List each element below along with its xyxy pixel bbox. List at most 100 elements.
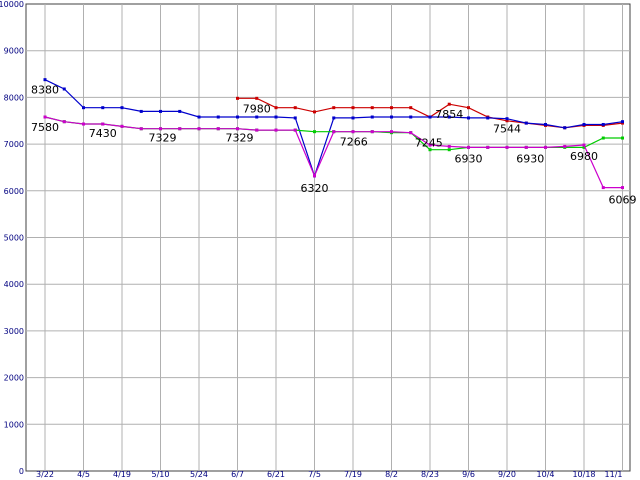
y-tick-label: 8000	[4, 93, 24, 102]
y-tick-label: 1000	[4, 420, 24, 429]
data-point	[62, 120, 66, 124]
data-label: 7544	[493, 123, 521, 136]
data-point	[101, 106, 105, 110]
data-point	[178, 127, 182, 131]
data-point	[313, 130, 316, 134]
x-tick-label: 3/22	[36, 470, 54, 479]
y-tick-label: 5000	[4, 234, 24, 243]
data-point	[332, 116, 336, 120]
data-point	[255, 96, 259, 100]
data-point	[236, 127, 239, 131]
data-point	[313, 174, 316, 178]
y-tick-label: 6000	[4, 187, 24, 196]
grid-lines	[26, 4, 630, 471]
data-point	[524, 121, 528, 125]
x-tick-label: 11/1	[605, 470, 623, 479]
data-point	[62, 87, 66, 91]
data-point	[621, 186, 624, 190]
data-point	[351, 106, 355, 110]
data-point	[467, 116, 470, 120]
data-label: 8380	[31, 84, 59, 97]
data-point	[332, 130, 336, 134]
data-point	[159, 127, 162, 131]
y-tick-label: 7000	[4, 140, 24, 149]
data-point	[544, 122, 547, 126]
x-axis-ticks: 3/22 4/5 4/19 5/10 5/24 6/7 6/21 7/5 7/19 8/2 8/23…	[36, 470, 622, 479]
data-point	[120, 106, 124, 110]
y-tick-label: 9000	[4, 47, 24, 56]
data-point	[409, 131, 413, 135]
data-point	[505, 117, 509, 121]
y-tick-label: 2000	[4, 374, 24, 383]
data-point	[274, 115, 278, 119]
data-point	[293, 106, 297, 110]
x-tick-label: 9/20	[498, 470, 516, 479]
x-tick-label: 8/23	[421, 470, 439, 479]
x-tick-label: 4/5	[77, 470, 90, 479]
y-tick-label: 0	[19, 467, 24, 476]
x-tick-label: 5/10	[152, 470, 170, 479]
data-point	[255, 128, 259, 132]
data-point	[409, 106, 413, 110]
data-point	[274, 128, 278, 132]
data-point	[447, 148, 451, 152]
data-point	[197, 127, 201, 131]
data-point	[428, 148, 432, 152]
data-point	[370, 115, 374, 119]
data-point	[370, 130, 374, 134]
data-point	[621, 136, 624, 140]
data-label: 7580	[31, 121, 59, 134]
data-point	[582, 122, 586, 126]
data-label: 7430	[89, 127, 117, 140]
data-point	[82, 122, 85, 126]
data-point	[390, 130, 393, 134]
data-point	[428, 115, 432, 119]
data-point	[313, 110, 316, 114]
y-tick-label: 10000	[0, 0, 24, 9]
y-tick-label: 4000	[4, 280, 24, 289]
data-labels: 8380 7580 7430 7329 7329 7980 6320 7266 7245 7854…	[31, 84, 637, 207]
data-point	[467, 145, 470, 149]
data-point	[43, 78, 47, 82]
data-point	[409, 115, 413, 119]
data-point	[178, 109, 182, 113]
x-tick-label: 7/19	[344, 470, 362, 479]
series-lines	[43, 78, 624, 190]
y-tick-label: 3000	[4, 327, 24, 336]
data-point	[332, 106, 336, 110]
data-point	[293, 128, 297, 132]
data-point	[159, 109, 162, 113]
data-point	[563, 144, 567, 148]
data-point	[274, 106, 278, 110]
data-point	[428, 143, 432, 147]
data-label: 6980	[570, 150, 598, 163]
x-tick-label: 5/24	[190, 470, 208, 479]
data-point	[101, 122, 105, 126]
data-point	[197, 115, 201, 119]
data-point	[216, 127, 220, 131]
data-point	[390, 106, 393, 110]
data-point	[505, 145, 509, 149]
data-point	[82, 106, 85, 110]
x-tick-label: 4/19	[113, 470, 131, 479]
data-label: 7854	[435, 108, 463, 121]
data-label: 6930	[455, 152, 483, 165]
data-label: 6930	[516, 152, 544, 165]
data-point	[621, 120, 624, 124]
data-point	[447, 115, 451, 119]
data-point	[563, 126, 567, 130]
data-point	[236, 96, 239, 100]
x-tick-label: 8/2	[385, 470, 398, 479]
data-point	[601, 136, 605, 140]
data-label: 7980	[243, 102, 271, 115]
data-point	[351, 116, 355, 120]
data-point	[139, 127, 143, 131]
data-point	[255, 115, 259, 119]
data-point	[447, 144, 451, 148]
data-point	[505, 119, 509, 123]
data-point	[351, 130, 355, 134]
x-tick-label: 10/4	[537, 470, 555, 479]
data-point	[524, 145, 528, 149]
x-tick-label: 6/21	[267, 470, 285, 479]
